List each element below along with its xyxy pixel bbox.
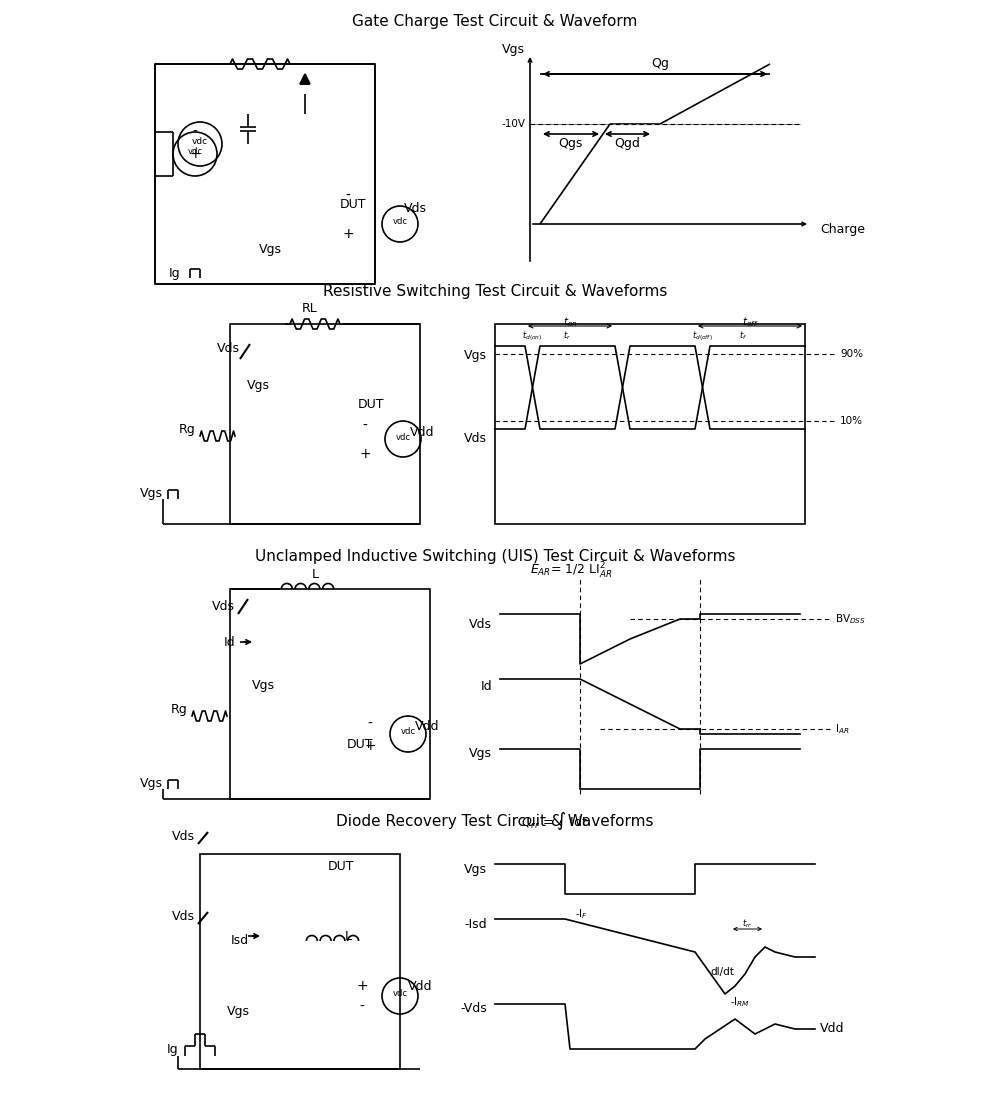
Text: Gate Charge Test Circuit & Waveform: Gate Charge Test Circuit & Waveform <box>353 14 637 29</box>
Text: Vgs: Vgs <box>469 747 492 761</box>
Text: DUT: DUT <box>328 860 355 872</box>
Text: Vgs: Vgs <box>464 862 487 875</box>
Text: Vds: Vds <box>469 617 492 630</box>
Text: Vgs: Vgs <box>140 488 163 500</box>
Text: Vds: Vds <box>172 829 195 842</box>
Text: L: L <box>311 567 318 581</box>
Text: Vdd: Vdd <box>415 720 439 732</box>
Text: DUT: DUT <box>340 198 367 211</box>
Text: Qgd: Qgd <box>614 138 640 150</box>
Text: +: + <box>342 227 354 241</box>
Text: $t_{off}$: $t_{off}$ <box>741 316 758 329</box>
Text: vdc: vdc <box>400 728 415 736</box>
Text: Id: Id <box>223 636 235 648</box>
Bar <box>155 64 375 284</box>
Text: dl/dt: dl/dt <box>710 967 734 977</box>
Text: vdc: vdc <box>187 147 202 156</box>
Text: RL: RL <box>302 302 318 316</box>
Text: Vgs: Vgs <box>464 350 487 362</box>
Text: $t_{d(off)}$: $t_{d(off)}$ <box>692 329 713 343</box>
Text: Vds: Vds <box>172 910 195 923</box>
Text: Vds: Vds <box>217 342 240 355</box>
Text: -: - <box>192 125 197 139</box>
Text: $E_{AR}$= 1/2 LI$^2_{AR}$: $E_{AR}$= 1/2 LI$^2_{AR}$ <box>530 561 612 581</box>
Text: Id: Id <box>481 680 492 693</box>
Text: Rg: Rg <box>178 423 195 435</box>
Text: $t_{d(on)}$: $t_{d(on)}$ <box>522 329 542 343</box>
Text: +: + <box>356 979 368 992</box>
Text: Qg: Qg <box>651 57 669 71</box>
Text: vdc: vdc <box>392 989 407 998</box>
Text: Vds: Vds <box>212 599 235 613</box>
Text: Vdd: Vdd <box>407 979 432 992</box>
Text: L: L <box>345 930 352 943</box>
Text: $t_{rr}$: $t_{rr}$ <box>742 917 752 931</box>
Text: $Q_{rr}$ = $\int$ Idt: $Q_{rr}$ = $\int$ Idt <box>521 810 589 832</box>
Text: vdc: vdc <box>395 433 410 442</box>
Text: Qgs: Qgs <box>558 138 582 150</box>
Polygon shape <box>300 74 310 84</box>
Bar <box>495 323 805 524</box>
Text: Vds: Vds <box>464 433 487 446</box>
Text: -Isd: -Isd <box>465 917 487 931</box>
Text: Ig: Ig <box>169 267 180 280</box>
Text: $t_f$: $t_f$ <box>739 330 747 342</box>
Text: Vgs: Vgs <box>140 777 163 790</box>
Text: -10V: -10V <box>501 119 525 129</box>
Text: Vgs: Vgs <box>252 679 275 692</box>
Text: DUT: DUT <box>358 397 385 411</box>
Text: Vgs: Vgs <box>502 42 525 55</box>
Text: Vgs: Vgs <box>227 1006 250 1019</box>
Text: DUT: DUT <box>347 737 374 751</box>
Text: Rg: Rg <box>171 702 188 715</box>
Text: Vdd: Vdd <box>820 1022 844 1036</box>
Text: +: + <box>189 147 201 161</box>
Text: Ig: Ig <box>166 1042 178 1055</box>
Text: BV$_{DSS}$: BV$_{DSS}$ <box>835 612 866 626</box>
Bar <box>230 323 420 524</box>
Text: -I$_F$: -I$_F$ <box>575 907 589 921</box>
Text: Vds: Vds <box>403 202 426 215</box>
Bar <box>200 854 400 1069</box>
Text: +: + <box>364 739 376 753</box>
Text: I$_{AR}$: I$_{AR}$ <box>835 722 849 736</box>
Text: Vgs: Vgs <box>247 380 270 393</box>
Text: 90%: 90% <box>840 349 863 359</box>
Bar <box>230 590 430 799</box>
Text: -: - <box>368 716 373 731</box>
Text: vdc: vdc <box>392 217 407 226</box>
Text: vdc: vdc <box>192 137 208 146</box>
Text: -: - <box>363 420 368 433</box>
Text: -: - <box>360 1000 365 1013</box>
Text: Isd: Isd <box>231 934 249 947</box>
Text: $t_{on}$: $t_{on}$ <box>563 316 578 329</box>
Text: Resistive Switching Test Circuit & Waveforms: Resistive Switching Test Circuit & Wavef… <box>323 284 667 299</box>
Text: -: - <box>346 189 351 203</box>
Text: $t_r$: $t_r$ <box>563 330 571 342</box>
Text: Vgs: Vgs <box>259 243 281 255</box>
Text: Unclamped Inductive Switching (UIS) Test Circuit & Waveforms: Unclamped Inductive Switching (UIS) Test… <box>255 549 735 564</box>
Text: Diode Recovery Test Circuit & Waveforms: Diode Recovery Test Circuit & Waveforms <box>336 814 654 829</box>
Text: -I$_{RM}$: -I$_{RM}$ <box>730 995 750 1009</box>
Text: Charge: Charge <box>820 223 865 235</box>
Text: -Vds: -Vds <box>460 1002 487 1016</box>
Text: Vdd: Vdd <box>409 425 434 438</box>
Text: +: + <box>359 447 371 461</box>
Text: 10%: 10% <box>840 416 863 426</box>
